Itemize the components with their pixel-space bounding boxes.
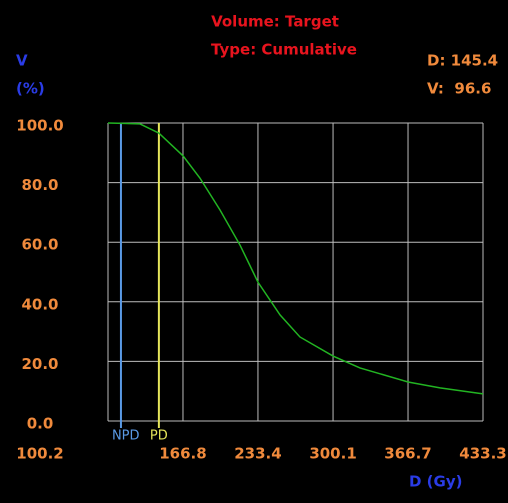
x-tick-label: 366.7 <box>384 445 431 463</box>
y-tick-label: 60.0 <box>21 236 58 254</box>
dvh-curve <box>107 122 484 395</box>
x-tick-label: 100.2 <box>16 445 63 463</box>
readout-volume: V: 96.6 <box>427 80 491 98</box>
x-tick-label: 433.3 <box>459 445 506 463</box>
x-tick-label: 233.4 <box>234 445 281 463</box>
y-tick-label: 40.0 <box>21 295 58 313</box>
readout-dose: D: 145.4 <box>427 52 498 70</box>
y-tick-label: 20.0 <box>21 355 58 373</box>
y-axis-label: V <box>16 52 28 70</box>
x-tick-label: 300.1 <box>309 445 356 463</box>
x-axis-label: D (Gy) <box>409 473 462 491</box>
marker-label: NPD <box>112 429 140 444</box>
y-axis-label: (%) <box>16 80 45 98</box>
x-tick-label: 166.8 <box>159 445 206 463</box>
y-tick-label: 0.0 <box>27 415 54 433</box>
marker-label: PD <box>150 429 168 444</box>
chart-subtitle: Type: Cumulative <box>211 41 357 59</box>
y-tick-label: 80.0 <box>21 176 58 194</box>
chart-title: Volume: Target <box>211 13 339 31</box>
y-tick-label: 100.0 <box>16 117 63 135</box>
